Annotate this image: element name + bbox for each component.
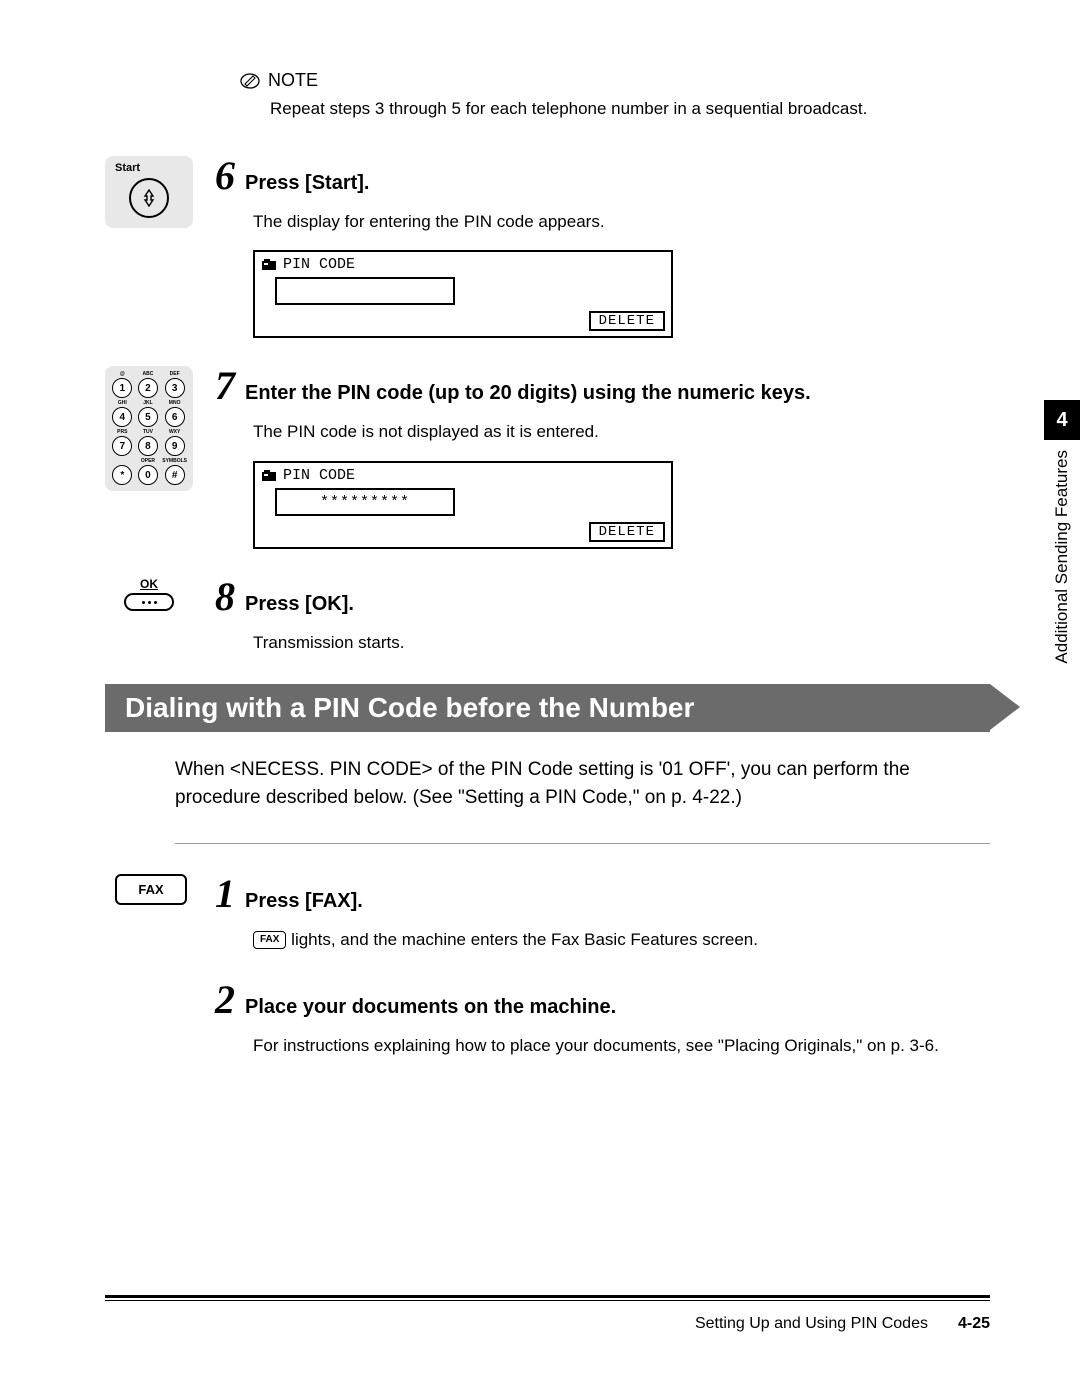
step-title: Press [Start]. xyxy=(245,172,370,195)
step-desc-text: lights, and the machine enters the Fax B… xyxy=(286,930,758,949)
step-title: Place your documents on the machine. xyxy=(245,996,616,1019)
section-intro-para: When <NECESS. PIN CODE> of the PIN Code … xyxy=(175,756,990,813)
step-title: Enter the PIN code (up to 20 digits) usi… xyxy=(245,382,811,405)
divider xyxy=(175,843,990,844)
numeric-keypad-icon: @1ABC2DEF3 GHI4JKL5MNO6 PRS7TUV8WXY9 *OPER0… xyxy=(105,366,193,491)
fax-key-icon: FAX xyxy=(115,874,187,905)
inline-fax-key-icon: FAX xyxy=(253,931,286,950)
chapter-number-box: 4 xyxy=(1044,400,1080,440)
keypad-key: GHI4 xyxy=(111,401,134,427)
start-key-circle xyxy=(129,178,169,218)
step-number: 2 xyxy=(215,980,235,1020)
keypad-key: JKL5 xyxy=(137,401,160,427)
step-2b: 2 Place your documents on the machine. F… xyxy=(105,980,990,1059)
side-chapter-tab: 4 Additional Sending Features xyxy=(1044,400,1080,664)
ok-key-icon: OK xyxy=(105,577,193,611)
lcd-display-6: PIN CODE DELETE xyxy=(253,250,673,338)
step-title: Press [OK]. xyxy=(245,593,354,616)
lcd-title: PIN CODE xyxy=(283,256,355,273)
pencil-icon xyxy=(240,71,260,91)
step-number: 1 xyxy=(215,874,235,914)
footer-section: Setting Up and Using PIN Codes xyxy=(695,1315,928,1333)
step-8: OK 8 Press [OK]. Transmission starts. xyxy=(105,577,990,656)
chapter-label: Additional Sending Features xyxy=(1052,450,1072,664)
note-text: Repeat steps 3 through 5 for each teleph… xyxy=(270,97,990,121)
keypad-key: ABC2 xyxy=(137,372,160,398)
step-6: Start 6 Press [Start]. The display for e… xyxy=(105,156,990,339)
keypad-key: MNO6 xyxy=(162,401,187,427)
keypad-key: TUV8 xyxy=(137,430,160,456)
step-7: @1ABC2DEF3 GHI4JKL5MNO6 PRS7TUV8WXY9 *OPER0… xyxy=(105,366,990,549)
footer-page: 4-25 xyxy=(958,1315,990,1333)
step-number: 8 xyxy=(215,577,235,617)
section-heading-bar: Dialing with a PIN Code before the Numbe… xyxy=(105,684,990,732)
step-number: 6 xyxy=(215,156,235,196)
lcd-display-7: PIN CODE ********* DELETE xyxy=(253,461,673,549)
lcd-delete-button[interactable]: DELETE xyxy=(589,522,665,542)
keypad-key: SYMBOLS# xyxy=(162,459,187,485)
step-1b: FAX 1 Press [FAX]. FAX lights, and the m… xyxy=(105,874,990,953)
keypad-key: DEF3 xyxy=(162,372,187,398)
step-desc: FAX lights, and the machine enters the F… xyxy=(253,928,990,953)
keypad-key: WXY9 xyxy=(162,430,187,456)
note-label: NOTE xyxy=(268,70,318,91)
keypad-key: @1 xyxy=(111,372,134,398)
step-desc: The display for entering the PIN code ap… xyxy=(253,210,990,235)
note-block: NOTE Repeat steps 3 through 5 for each t… xyxy=(240,70,990,121)
lcd-delete-button[interactable]: DELETE xyxy=(589,311,665,331)
step-desc: Transmission starts. xyxy=(253,631,990,656)
keypad-key: * xyxy=(111,459,134,485)
lcd-input-masked: ********* xyxy=(275,488,455,516)
step-desc: The PIN code is not displayed as it is e… xyxy=(253,420,990,445)
start-key-icon: Start xyxy=(105,156,193,228)
note-heading: NOTE xyxy=(240,70,990,91)
fax-icon xyxy=(261,258,277,272)
page-footer: Setting Up and Using PIN Codes 4-25 xyxy=(105,1295,990,1333)
keypad-key: PRS7 xyxy=(111,430,134,456)
ok-key-label: OK xyxy=(105,577,193,591)
lcd-title: PIN CODE xyxy=(283,467,355,484)
step-number: 7 xyxy=(215,366,235,406)
step-title: Press [FAX]. xyxy=(245,890,363,913)
keypad-key: OPER0 xyxy=(137,459,160,485)
start-key-label: Start xyxy=(105,162,193,174)
lcd-input-empty xyxy=(275,277,455,305)
fax-icon xyxy=(261,469,277,483)
step-desc: For instructions explaining how to place… xyxy=(253,1034,990,1059)
